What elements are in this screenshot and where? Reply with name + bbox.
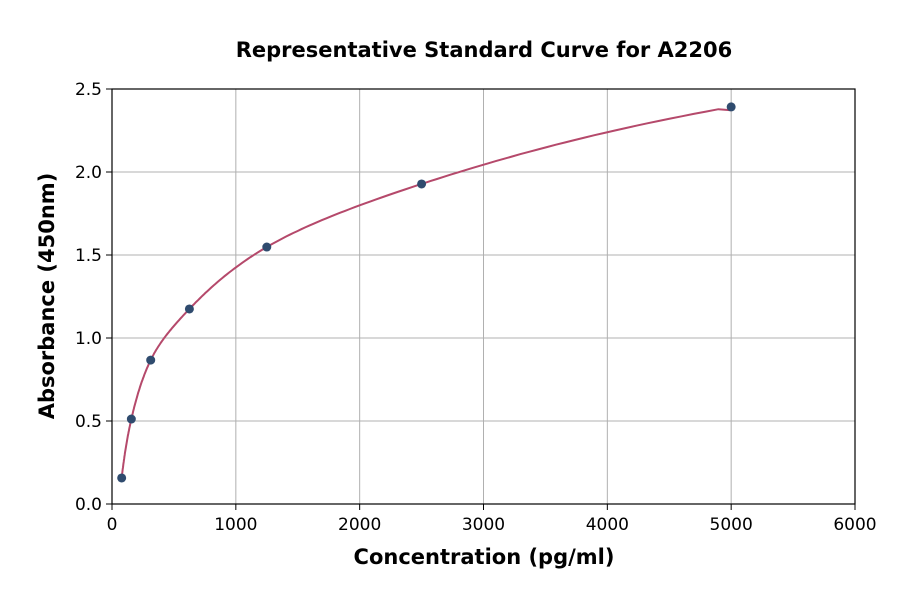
x-tick-label: 2000	[338, 515, 381, 535]
x-tick-label: 5000	[710, 515, 753, 535]
data-point	[184, 304, 194, 314]
y-tick-label: 0.0	[75, 495, 102, 515]
chart-title: Representative Standard Curve for A2206	[236, 38, 733, 62]
data-point	[126, 414, 136, 424]
x-tick-label: 4000	[586, 515, 629, 535]
fit-curve-layer	[120, 108, 732, 479]
data-point	[146, 355, 156, 365]
data-point	[417, 179, 427, 189]
y-tick-label: 0.5	[75, 412, 102, 432]
data-point	[117, 473, 127, 483]
x-tick-label: 6000	[833, 515, 876, 535]
data-point	[726, 102, 736, 112]
x-tick-label: 3000	[462, 515, 505, 535]
fit-curve	[120, 108, 732, 479]
grid	[111, 88, 856, 505]
x-tick-label: 1000	[214, 515, 257, 535]
x-axis-ticks: 0 1000 2000 3000 4000 5000 6000	[107, 504, 877, 535]
y-tick-label: 2.0	[75, 163, 102, 183]
y-axis-ticks: 0.0 0.5 1.0 1.5 2.0 2.5	[75, 80, 112, 515]
y-tick-label: 1.5	[75, 246, 102, 266]
data-points	[117, 102, 736, 483]
data-point	[262, 242, 272, 252]
x-axis-label: Concentration (pg/ml)	[354, 545, 615, 569]
y-tick-label: 2.5	[75, 80, 102, 100]
y-axis-label: Absorbance (450nm)	[35, 173, 59, 420]
x-tick-label: 0	[107, 515, 118, 535]
y-tick-label: 1.0	[75, 329, 102, 349]
